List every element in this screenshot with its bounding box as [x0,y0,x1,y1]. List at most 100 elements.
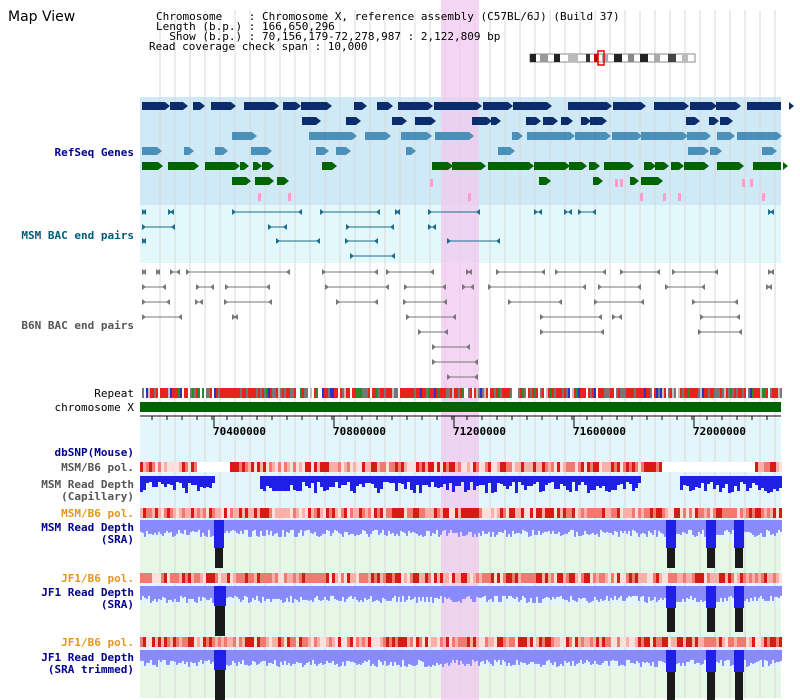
track-label-jf1-depth-sra[interactable]: JF1 Read Depth [41,586,134,599]
jf1-pol-strip [383,573,386,583]
jf1-pol-strip [596,573,599,583]
msm-pol-strip [671,462,674,472]
jf1-trimmed-depth-bar [258,650,260,664]
jf1-pol-strip-2 [389,637,392,647]
jf1-trimmed-depth-bar [436,650,438,663]
repeat-element [512,388,514,398]
refseq-gene [508,102,513,110]
msm-sra-depth-bar [766,520,768,530]
b6n-bac-pair [598,284,602,290]
msm-pol-strip-2 [548,508,551,518]
repeat-element [638,388,640,398]
jf1-sra-depth-bar [530,586,532,598]
repeat-element [528,388,530,398]
refseq-gene [637,132,642,140]
msm-sra-depth-bar [182,520,184,534]
jf1-sra-depth-bar [266,586,268,599]
jf1-trimmed-depth-bar [606,650,608,661]
b6n-bac-pair [403,299,407,305]
msm-pol-strip [416,462,419,472]
repeat-element [254,388,256,398]
refseq-gene [431,117,436,125]
msm-sra-depth-bar [494,520,496,537]
jf1-trimmed-depth-bar [180,650,182,663]
jf1-pol-strip-2 [668,637,671,647]
msm-sra-depth-bar [722,520,724,535]
jf1-trimmed-depth-bar [536,650,538,664]
repeat-element [704,388,706,398]
repeat-element [558,388,560,398]
msm-pol-strip [287,462,290,472]
track-label-jf1-depth-trim[interactable]: JF1 Read Depth [41,651,134,664]
msm-capillary-depth-bar [365,476,368,483]
msm-sra-depth-bar [498,520,500,532]
b6n-bac-pair [452,314,456,320]
repeat-element [458,388,460,398]
jf1-pol-strip [305,573,308,583]
jf1-sra-depth-bar [300,586,302,597]
jf1-pol-strip [176,573,179,583]
msm-sra-depth-bar [236,520,238,533]
jf1-pol-strip-2 [650,637,653,647]
jf1-pol-strip [674,573,677,583]
track-label-msm-bac[interactable]: MSM BAC end pairs [21,229,134,242]
track-label-msm-pol-1[interactable]: MSM/B6 pol. [61,461,134,474]
repeat-element [682,388,684,398]
track-label-dbsnp[interactable]: dbSNP(Mouse) [54,446,134,459]
repeat-element [450,388,452,398]
track-label-msm-pol-2[interactable]: MSM/B6 pol. [61,507,134,520]
track-label-msm-depth-sra[interactable]: MSM Read Depth [41,521,134,534]
track-label-jf1-pol-2[interactable]: JF1/B6 pol. [61,636,134,649]
repeat-element [546,388,548,398]
jf1-trimmed-depth-bar [552,650,554,665]
jf1-trimmed-depth-bar [432,650,434,665]
track-label-b6n-bac[interactable]: B6N BAC end pairs [21,319,134,332]
repeat-element [150,388,152,398]
jf1-trimmed-depth-bar [630,650,632,663]
jf1-pol-strip-2 [614,637,617,647]
msm-pol-strip [266,462,269,472]
msm-pol-strip [248,462,251,472]
msm-capillary-depth-bar [521,476,524,485]
track-label-msm-depth-cap[interactable]: MSM Read Depth [41,478,134,491]
repeat-element [348,388,350,398]
refseq-gene [615,179,618,187]
repeat-element [318,388,320,398]
repeat-element [222,388,224,398]
jf1-sra-depth-bar [386,586,388,601]
msm-bac-pair [534,209,538,215]
jf1-sra-depth-bar [490,586,492,599]
jf1-pol-strip [701,573,704,583]
jf1-trimmed-depth-bar [478,650,480,666]
jf1-pol-strip-2 [773,637,776,647]
jf1-pol-strip [530,573,533,583]
jf1-trimmed-depth-bar [266,650,268,666]
msm-pol-strip [383,462,386,472]
jf1-sra-depth-bar [667,608,675,632]
jf1-sra-depth-bar [152,586,154,601]
jf1-trimmed-depth-bar [538,650,540,664]
jf1-pol-strip-2 [500,637,503,647]
repeat-element [356,388,358,398]
msm-sra-depth-bar [488,520,490,532]
msm-capillary-depth-bar [746,476,749,491]
track-label-refseq-genes[interactable]: RefSeq Genes [54,146,134,159]
jf1-trimmed-depth-bar [248,650,250,666]
repeat-element [258,388,260,398]
track-label-chromosome[interactable]: chromosome X [54,401,134,414]
jf1-sra-depth-bar [514,586,516,599]
msm-pol-strip-2 [158,508,161,518]
msm-pol-strip-2 [431,508,434,518]
jf1-pol-strip [656,573,659,583]
jf1-trimmed-depth-bar [654,650,656,667]
track-label-jf1-pol-1[interactable]: JF1/B6 pol. [61,572,134,585]
jf1-pol-strip [680,573,683,583]
msm-sra-depth-bar [754,520,756,537]
msm-capillary-depth-bar [773,476,776,489]
repeat-element [164,388,166,398]
refseq-gene [664,162,669,170]
repeat-element [376,388,378,398]
jf1-sra-depth-bar [250,586,252,602]
track-label-repeat[interactable]: Repeat [94,387,134,400]
